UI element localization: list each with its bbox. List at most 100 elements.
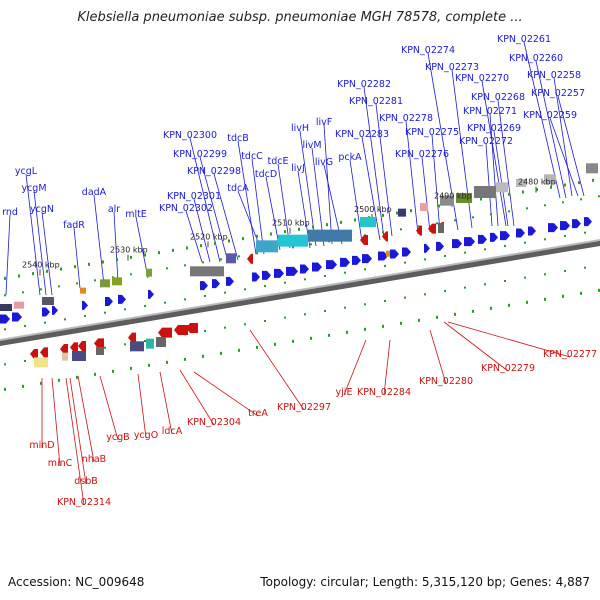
gene-label[interactable]: treA [248,408,268,419]
gene-label[interactable]: KPN_02281 [349,96,403,107]
gene-label[interactable]: KPN_02284 [357,387,411,398]
gene-label[interactable]: KPN_02277 [543,349,597,360]
gene-label[interactable]: ycgB [106,432,129,443]
forward-gene-arrow [390,249,399,259]
gene-label[interactable]: KPN_02299 [173,149,227,160]
gene-label[interactable]: livG [315,157,333,168]
gene-label[interactable]: KPN_02314 [57,497,111,508]
forward-gene-arrow [262,270,271,280]
gene-label[interactable]: KPN_02270 [455,73,509,84]
forward-gene-arrow [516,228,525,238]
leader-line [41,211,53,296]
leader-line [193,198,211,263]
gene-label[interactable]: fadR [63,220,85,231]
gene-label[interactable]: ycgO [134,430,158,441]
leader-line [349,159,363,243]
gene-label[interactable]: minD [29,440,54,451]
forward-gene-arrow [42,307,50,317]
forward-gene-arrow [0,314,10,324]
gene-label[interactable]: tdcB [227,133,249,144]
gene-label[interactable]: KPN_02283 [335,129,389,140]
leader-line [535,60,567,199]
gene-label[interactable]: ycgL [15,166,38,177]
leader-line [421,156,431,233]
gene-label[interactable]: tdcE [268,156,289,167]
forward-gene-arrow [424,243,430,253]
gene-label[interactable]: livF [316,117,332,128]
gene-label[interactable]: KPN_02278 [379,113,433,124]
gene-label[interactable]: KPN_02268 [471,92,525,103]
gene-product-box [544,174,556,185]
leader-line [451,69,473,229]
gene-label[interactable]: tdcA [227,183,249,194]
gene-label[interactable]: tdcD [255,169,277,180]
gene-label[interactable]: KPN_02301 [167,191,221,202]
gene-label[interactable]: pckA [338,152,362,163]
forward-gene-arrow [584,217,592,227]
gene-product-box [146,338,154,349]
gene-label[interactable]: yjiE [336,387,353,398]
gene-label[interactable]: livH [291,123,309,134]
gene-label[interactable]: ycgN [30,204,54,215]
gene-label[interactable]: tdcC [241,151,263,162]
gene-label[interactable]: KPN_02257 [531,88,585,99]
forward-gene-arrow [300,264,309,274]
leader-line [189,137,221,263]
gene-label[interactable]: KPN_02272 [459,136,513,147]
reverse-gene-arrow [174,324,188,335]
gene-label[interactable]: KPN_02273 [425,62,479,73]
gene-label[interactable]: rnd [2,207,18,218]
gene-label[interactable]: KPN_02280 [419,376,473,387]
leader-line [73,227,81,289]
gene-label[interactable]: KPN_02279 [481,363,535,374]
leader-line [553,77,573,197]
leader-line [485,143,493,227]
gene-label[interactable]: KPN_02261 [497,34,551,45]
gene-label[interactable]: livJ [291,163,305,174]
gene-label[interactable]: KPN_02276 [395,149,449,160]
gene-label[interactable]: nhaB [82,454,106,465]
gene-label[interactable]: KPN_02259 [523,110,577,121]
scale-label: 2540 kbp [22,260,60,269]
forward-gene-arrow [286,266,298,276]
forward-gene-arrow [274,268,284,278]
gene-label[interactable]: KPN_02271 [463,106,517,117]
scale-label: 2500 kbp [354,205,392,214]
leader-line [237,140,257,255]
gene-label[interactable]: KPN_02274 [401,45,455,56]
gene-label[interactable]: KPN_02282 [337,79,391,90]
gene-label[interactable]: mltE [125,209,147,220]
leader-line [375,103,393,237]
gene-label[interactable]: alr [108,204,120,215]
gene-label[interactable]: KPN_02275 [405,127,459,138]
gene-label[interactable]: KPN_02298 [187,166,241,177]
gene-label[interactable]: KPN_02260 [509,53,563,64]
gene-label[interactable]: ycgM [21,183,46,194]
forward-gene-arrow [340,257,350,267]
gene-product-box [100,279,110,288]
gene-label[interactable]: livM [302,140,321,151]
gene-label[interactable]: dsbB [74,476,98,487]
leader-line [383,339,391,396]
gene-product-box [456,192,472,203]
gene-label[interactable]: KPN_02258 [527,70,581,81]
gene-product-box [278,234,308,247]
forward-gene-arrow [402,247,411,257]
gene-label[interactable]: KPN_02300 [163,130,217,141]
gene-label[interactable]: KPN_02302 [159,203,213,214]
gene-product-box [440,195,454,206]
leader-line [65,377,85,506]
gene-product-box [72,350,86,361]
leader-line [523,41,561,199]
gene-label[interactable]: KPN_02269 [467,123,521,134]
gene-label[interactable]: dadA [82,187,107,198]
leader-line [99,375,119,441]
gene-label[interactable]: KPN_02297 [277,402,331,413]
gene-label[interactable]: ldcA [162,426,183,437]
leader-line [93,194,105,286]
leader-line [51,377,61,467]
gene-label[interactable]: KPN_02304 [187,417,241,428]
gene-label[interactable]: minC [48,458,73,469]
forward-gene-arrow [560,221,570,231]
